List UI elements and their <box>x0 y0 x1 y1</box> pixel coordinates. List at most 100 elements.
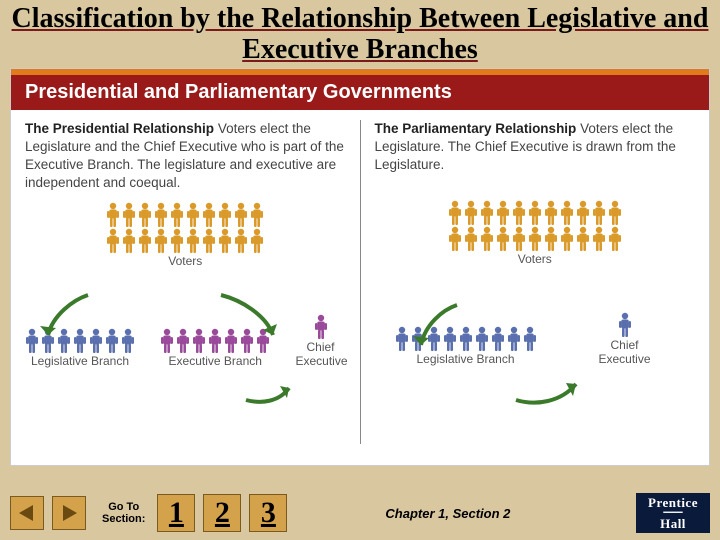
person-icon <box>523 326 537 352</box>
person-icon <box>448 226 462 252</box>
person-icon <box>459 326 473 352</box>
executive-label-left: Executive Branch <box>160 354 270 368</box>
person-icon <box>170 228 184 254</box>
goto-label: Go ToSection: <box>102 501 145 525</box>
person-icon <box>256 328 270 354</box>
person-icon <box>576 226 590 252</box>
section-1-button[interactable]: 1 <box>157 494 195 532</box>
person-icon <box>464 226 478 252</box>
person-icon <box>507 326 521 352</box>
person-icon <box>138 202 152 228</box>
next-button[interactable] <box>52 496 86 530</box>
person-icon <box>202 202 216 228</box>
person-icon <box>218 228 232 254</box>
person-icon <box>106 228 120 254</box>
person-icon <box>560 226 574 252</box>
person-icon <box>154 202 168 228</box>
person-icon <box>73 328 87 354</box>
branches-right: Legislative Branch Chief Executive <box>375 312 696 366</box>
person-icon <box>395 326 409 352</box>
person-icon <box>122 202 136 228</box>
person-icon <box>57 328 71 354</box>
person-icon <box>443 326 457 352</box>
voters-label-right: Voters <box>375 252 696 266</box>
panels: The Presidential Relationship Voters ele… <box>11 110 709 454</box>
person-icon <box>208 328 222 354</box>
person-icon <box>234 202 248 228</box>
legislative-branch-right: Legislative Branch <box>395 326 537 366</box>
section-3-button[interactable]: 3 <box>249 494 287 532</box>
person-icon <box>608 226 622 252</box>
person-icon <box>464 200 478 226</box>
person-icon <box>250 202 264 228</box>
person-icon <box>234 228 248 254</box>
executive-branch-left: Executive Branch <box>160 328 270 368</box>
person-icon <box>192 328 206 354</box>
person-icon <box>218 202 232 228</box>
person-icon <box>608 200 622 226</box>
person-icon <box>160 328 174 354</box>
chief-exec-right: Chief Executive <box>597 312 653 366</box>
person-icon <box>121 328 135 354</box>
person-icon <box>491 326 505 352</box>
person-icon <box>560 200 574 226</box>
presidential-desc: The Presidential Relationship Voters ele… <box>25 120 346 193</box>
person-icon <box>25 328 39 354</box>
person-icon <box>544 200 558 226</box>
publisher-logo: Prentice ━━━━ Hall <box>636 493 710 533</box>
person-icon <box>122 228 136 254</box>
person-icon <box>105 328 119 354</box>
voters-label-left: Voters <box>25 254 346 268</box>
prev-button[interactable] <box>10 496 44 530</box>
panel-parliamentary: The Parliamentary Relationship Voters el… <box>361 110 710 454</box>
person-icon <box>448 200 462 226</box>
arrow-exec-to-chief <box>241 370 301 410</box>
content-card: Presidential and Parliamentary Governmen… <box>10 68 710 466</box>
person-icon <box>480 226 494 252</box>
person-icon <box>411 326 425 352</box>
person-icon <box>176 328 190 354</box>
legislative-label-left: Legislative Branch <box>25 354 135 368</box>
person-icon <box>202 228 216 254</box>
parliamentary-desc: The Parliamentary Relationship Voters el… <box>375 120 696 175</box>
person-icon <box>528 200 542 226</box>
person-icon <box>250 228 264 254</box>
person-icon <box>154 228 168 254</box>
person-icon <box>170 202 184 228</box>
legislative-label-right: Legislative Branch <box>395 352 537 366</box>
triangle-left-icon <box>17 503 37 523</box>
card-header: Presidential and Parliamentary Governmen… <box>11 75 709 110</box>
person-icon <box>475 326 489 352</box>
person-icon <box>480 200 494 226</box>
voters-block-right: Voters <box>375 200 696 266</box>
chief-exec-left: Chief Executive <box>296 314 346 368</box>
chapter-label: Chapter 1, Section 2 <box>385 506 510 521</box>
person-icon <box>41 328 55 354</box>
person-icon <box>314 314 328 340</box>
person-icon <box>106 202 120 228</box>
voters-block-left: Voters <box>25 202 346 268</box>
person-icon <box>138 228 152 254</box>
person-icon <box>576 200 590 226</box>
footer: Go ToSection: 1 2 3 Chapter 1, Section 2… <box>0 486 720 540</box>
chief-label-right: Chief Executive <box>597 338 653 366</box>
person-icon <box>618 312 632 338</box>
arrow-leg-to-chief <box>511 370 591 410</box>
person-icon <box>186 202 200 228</box>
panel-presidential: The Presidential Relationship Voters ele… <box>11 110 360 454</box>
section-2-button[interactable]: 2 <box>203 494 241 532</box>
person-icon <box>496 226 510 252</box>
slide-title: Classification by the Relationship Betwe… <box>0 0 720 68</box>
triangle-right-icon <box>59 503 79 523</box>
legislative-branch-left: Legislative Branch <box>25 328 135 368</box>
branches-left: Legislative Branch <box>25 314 346 368</box>
person-icon <box>240 328 254 354</box>
person-icon <box>496 200 510 226</box>
person-icon <box>544 226 558 252</box>
person-icon <box>224 328 238 354</box>
chief-label-left: Chief Executive <box>296 340 346 368</box>
person-icon <box>186 228 200 254</box>
person-icon <box>528 226 542 252</box>
person-icon <box>512 200 526 226</box>
person-icon <box>427 326 441 352</box>
